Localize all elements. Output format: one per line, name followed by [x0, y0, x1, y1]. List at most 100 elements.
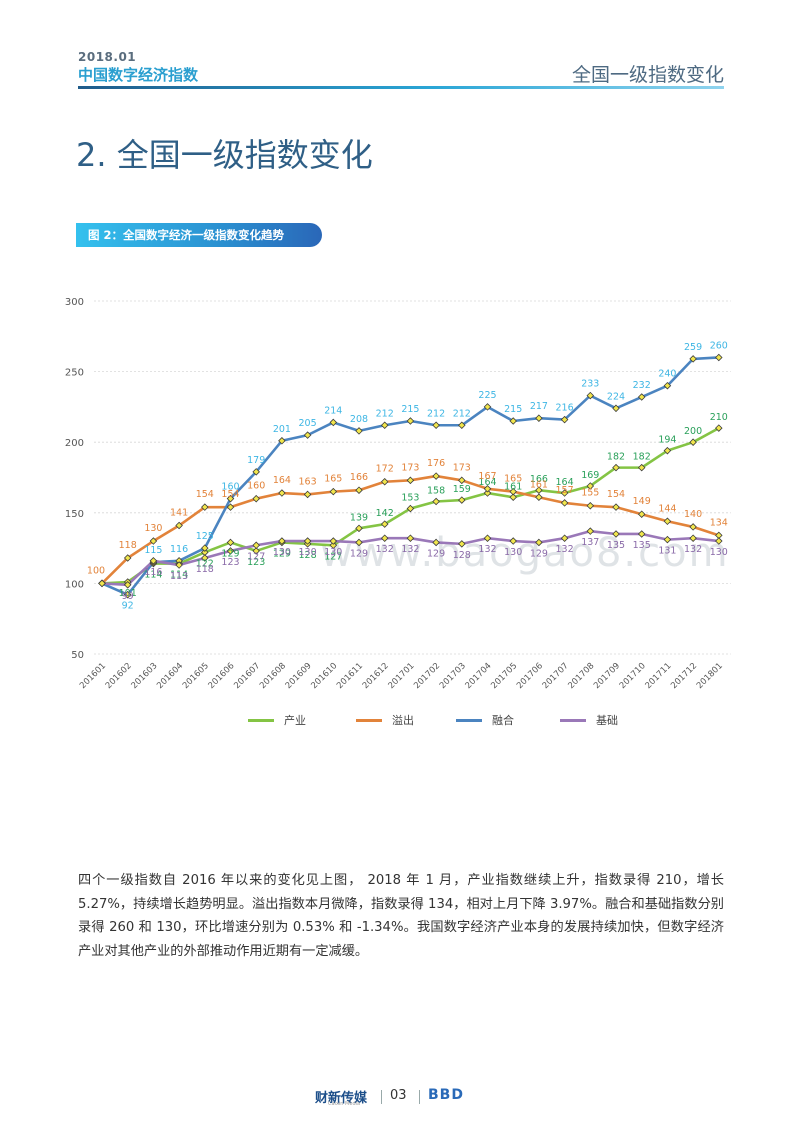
data-label: 232	[633, 380, 651, 391]
legend-label: 溢出	[392, 714, 414, 727]
data-point	[329, 418, 338, 427]
x-tick-label: 201607	[232, 661, 262, 691]
data-label: 201	[273, 424, 291, 435]
x-tick-label: 201602	[104, 661, 134, 691]
data-point	[252, 468, 260, 476]
x-tick-label: 201601	[78, 661, 108, 691]
data-point	[329, 487, 338, 496]
line-chart: 5010015020025030020160120160220160320160…	[65, 297, 731, 691]
data-point	[123, 590, 132, 599]
x-tick-label: 201608	[258, 661, 288, 691]
data-label: 135	[607, 540, 625, 551]
data-label: 92	[122, 601, 134, 612]
legend-label: 产业	[284, 714, 306, 727]
data-point	[406, 534, 415, 542]
data-label: 160	[247, 481, 265, 492]
data-point	[252, 494, 260, 503]
data-label: 131	[658, 546, 676, 557]
data-label: 127	[324, 551, 342, 562]
data-label: 182	[607, 452, 625, 463]
legend-swatch	[560, 718, 586, 722]
data-point	[458, 540, 466, 548]
data-point	[175, 521, 183, 530]
data-point	[483, 489, 492, 497]
data-point	[535, 493, 543, 502]
data-label: 116	[170, 544, 188, 555]
data-label: 130	[273, 547, 291, 558]
x-tick-label: 201703	[438, 661, 468, 691]
data-label: 161	[504, 481, 522, 492]
data-label: 127	[247, 551, 265, 562]
legend-label: 基础	[596, 714, 618, 727]
data-point	[458, 496, 466, 504]
data-point	[329, 541, 338, 550]
data-label: 128	[453, 550, 471, 561]
data-point	[432, 421, 440, 430]
data-label: 208	[350, 414, 368, 425]
data-label: 130	[324, 547, 342, 558]
data-point	[458, 421, 466, 430]
x-tick-label: 201708	[566, 661, 596, 691]
footer-separator	[419, 1090, 420, 1104]
data-point	[560, 499, 569, 507]
series-line-融合	[101, 356, 719, 596]
x-tick-label: 201706	[515, 661, 545, 691]
data-label: 154	[196, 489, 214, 500]
data-point	[509, 537, 517, 545]
x-tick-label: 201611	[335, 661, 365, 691]
data-point	[226, 538, 235, 547]
data-label: 141	[170, 508, 188, 519]
data-label: 159	[453, 484, 471, 495]
y-tick-label: 150	[65, 509, 84, 520]
data-point	[380, 421, 389, 430]
data-label: 135	[633, 540, 651, 551]
data-label: 99	[122, 591, 134, 602]
data-label: 176	[427, 458, 445, 469]
data-label: 118	[196, 564, 214, 575]
x-tick-label: 201603	[130, 661, 160, 691]
data-point	[483, 403, 492, 411]
data-point	[278, 537, 286, 545]
data-label: 130	[504, 547, 522, 558]
data-label: 215	[401, 404, 419, 415]
data-label: 154	[607, 489, 625, 500]
legend-label: 融合	[492, 714, 514, 727]
data-point	[612, 530, 620, 538]
data-label: 129	[221, 548, 239, 559]
data-label: 164	[273, 475, 291, 486]
data-point	[560, 489, 569, 497]
x-tick-label: 201711	[644, 661, 674, 691]
data-point	[612, 463, 620, 472]
data-point	[329, 537, 338, 545]
data-label: 153	[401, 493, 419, 504]
data-label: 260	[710, 340, 728, 351]
data-label: 214	[324, 405, 342, 416]
data-point	[483, 485, 492, 493]
data-label: 129	[273, 548, 291, 559]
data-point	[175, 561, 183, 569]
legend-swatch	[456, 718, 482, 722]
data-label: 165	[504, 474, 522, 485]
data-point	[715, 353, 723, 362]
data-point	[123, 554, 132, 562]
data-point	[355, 427, 363, 435]
data-point	[689, 523, 697, 531]
data-label: 161	[530, 479, 548, 490]
data-label: 182	[633, 452, 651, 463]
data-point	[355, 486, 363, 494]
footer-separator	[381, 1090, 382, 1104]
caixin-logo: 财新传媒	[315, 1091, 368, 1106]
x-tick-label: 201709	[592, 661, 622, 691]
x-tick-label: 201801	[695, 661, 725, 691]
data-label: 130	[144, 523, 162, 534]
data-label: 216	[556, 403, 574, 414]
data-point	[715, 537, 723, 545]
data-label: 224	[607, 391, 625, 402]
legend-item: 基础	[560, 712, 618, 728]
data-point	[432, 538, 440, 547]
data-point	[201, 503, 209, 511]
data-label: 134	[710, 517, 728, 528]
legend-swatch	[356, 718, 382, 722]
data-label: 166	[350, 472, 368, 483]
data-label: 114	[170, 570, 188, 581]
